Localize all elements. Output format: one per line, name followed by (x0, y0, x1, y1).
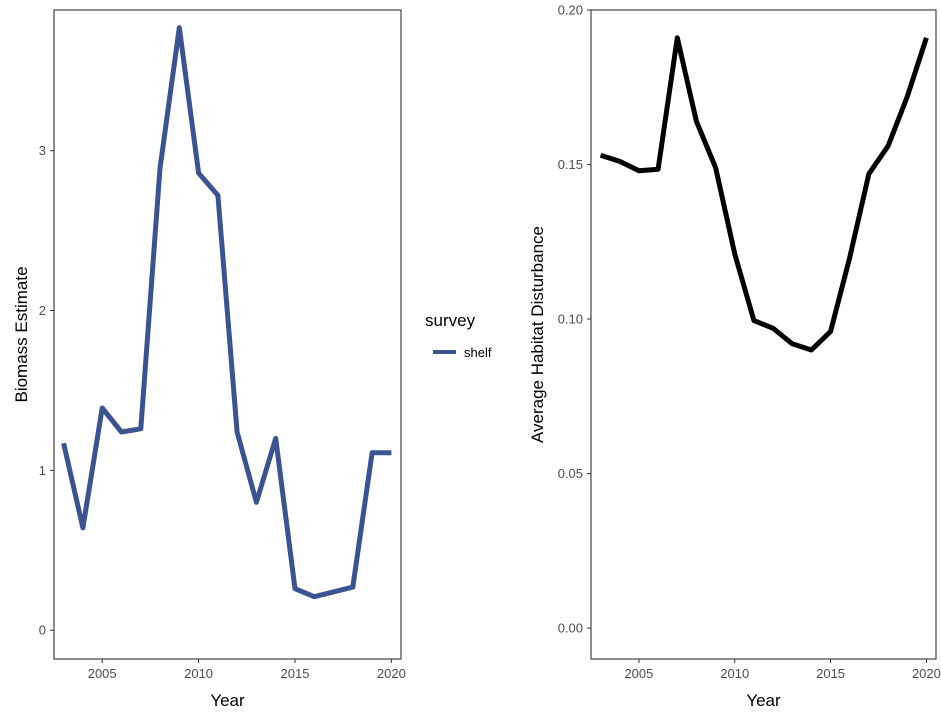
y-tick-label: 0.15 (558, 157, 583, 172)
y-tick-label: 3 (39, 143, 46, 158)
x-tick-label: 2015 (816, 666, 845, 681)
y-tick-label: 1 (39, 463, 46, 478)
x-tick-label: 2020 (377, 666, 406, 681)
y-tick-label: 0.00 (558, 621, 583, 636)
biomass-panel: 2005 2010 2015 2020 0 1 2 3 Year Biomass Estimate (12, 9, 406, 710)
x-axis-title: Year (746, 691, 781, 710)
x-tick-label: 2005 (624, 666, 653, 681)
habitat-disturbance-panel: 2005 2010 2015 2020 0.00 0.05 0.10 0.15 0.20 Year… (528, 3, 941, 711)
y-tick-label: 0.05 (558, 466, 583, 481)
legend-label-shelf: shelf (464, 345, 492, 360)
panel-border (53, 9, 402, 660)
y-tick-label: 0.20 (558, 3, 583, 18)
legend: survey shelf (425, 311, 492, 360)
legend-title: survey (425, 311, 476, 330)
panel-border (590, 9, 937, 660)
y-axis-title: Average Habitat Disturbance (528, 226, 547, 443)
x-tick-label: 2005 (88, 666, 117, 681)
y-axis-title: Biomass Estimate (12, 266, 31, 402)
series-line-shelf (61, 25, 392, 600)
y-tick-label: 2 (39, 303, 46, 318)
x-tick-label: 2010 (184, 666, 213, 681)
series-line (599, 35, 929, 353)
x-axis-title: Year (210, 691, 245, 710)
y-tick-label: 0 (39, 623, 46, 638)
x-tick-label: 2020 (912, 666, 941, 681)
y-tick-label: 0.10 (558, 312, 583, 327)
x-tick-label: 2015 (281, 666, 310, 681)
x-tick-label: 2010 (720, 666, 749, 681)
